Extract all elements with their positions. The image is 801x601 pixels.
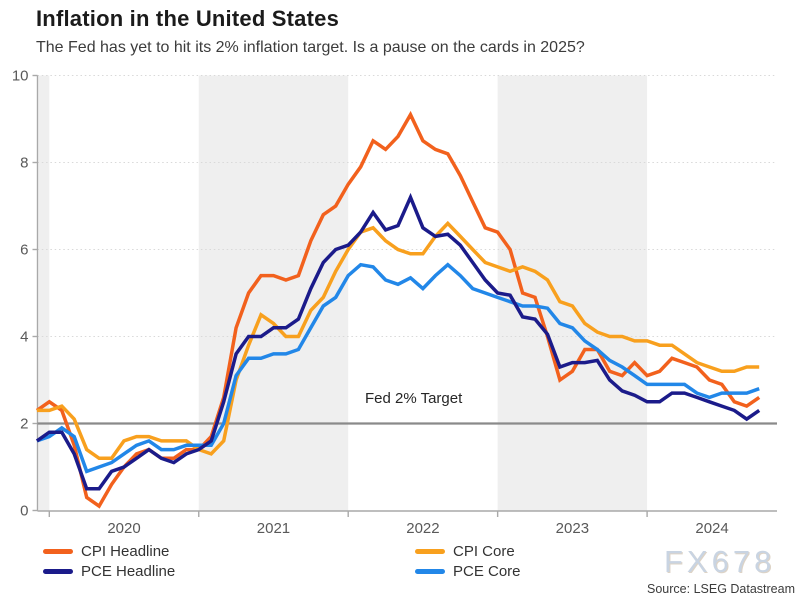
x-tick-label: 2020 (107, 520, 140, 537)
legend: CPI Headline PCE Headline CPI Core PCE C… (0, 540, 801, 584)
legend-item-cpi-core: CPI Core (415, 542, 515, 560)
y-tick-label: 6 (20, 242, 28, 259)
series-line-cpi-headline (35, 110, 761, 509)
source-credit: Source: LSEG Datastream (647, 582, 795, 596)
year-shading-band (497, 75, 648, 511)
legend-label-cpi-core: CPI Core (453, 542, 515, 560)
cpi-core-swatch-icon (415, 548, 445, 554)
y-tick-label: 4 (20, 329, 28, 346)
y-tick-label: 2 (20, 416, 28, 433)
legend-label-pce-headline: PCE Headline (81, 562, 176, 580)
legend-item-pce-headline: PCE Headline (43, 562, 175, 580)
series-line-cpi-core (36, 220, 760, 461)
y-tick-label: 10 (12, 68, 29, 85)
year-shading-band (38, 75, 50, 511)
legend-item-pce-core: PCE Core (415, 562, 521, 580)
cpi-headline-swatch-icon (43, 548, 73, 554)
page-title: Inflation in the United States (36, 6, 340, 31)
pce-core-swatch-icon (415, 568, 445, 574)
legend-item-cpi-headline: CPI Headline (43, 542, 169, 560)
x-tick-label: 2021 (257, 520, 290, 537)
watermark: FX678 (664, 544, 776, 579)
x-tick-label: 2022 (406, 520, 439, 537)
page-subtitle: The Fed has yet to hit its 2% inflation … (36, 39, 585, 56)
y-tick-label: 0 (20, 503, 28, 520)
y-tick-label: 8 (20, 155, 28, 172)
series-line-pce-core (36, 262, 760, 474)
x-tick-label: 2023 (556, 520, 589, 537)
fed-target-label: Fed 2% Target (365, 390, 463, 407)
pce-headline-swatch-icon (43, 568, 73, 574)
legend-label-pce-core: PCE Core (453, 562, 521, 580)
legend-label-cpi-headline: CPI Headline (81, 542, 170, 560)
x-tick-label: 2024 (695, 520, 728, 537)
series-line-pce-headline (35, 192, 761, 491)
